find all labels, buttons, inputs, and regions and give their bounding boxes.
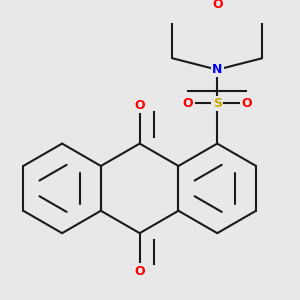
- Text: N: N: [212, 63, 222, 76]
- Text: O: O: [134, 99, 145, 112]
- Text: O: O: [183, 97, 194, 110]
- Text: O: O: [134, 265, 145, 278]
- Text: O: O: [212, 0, 223, 11]
- Text: O: O: [241, 97, 252, 110]
- Text: S: S: [213, 97, 222, 110]
